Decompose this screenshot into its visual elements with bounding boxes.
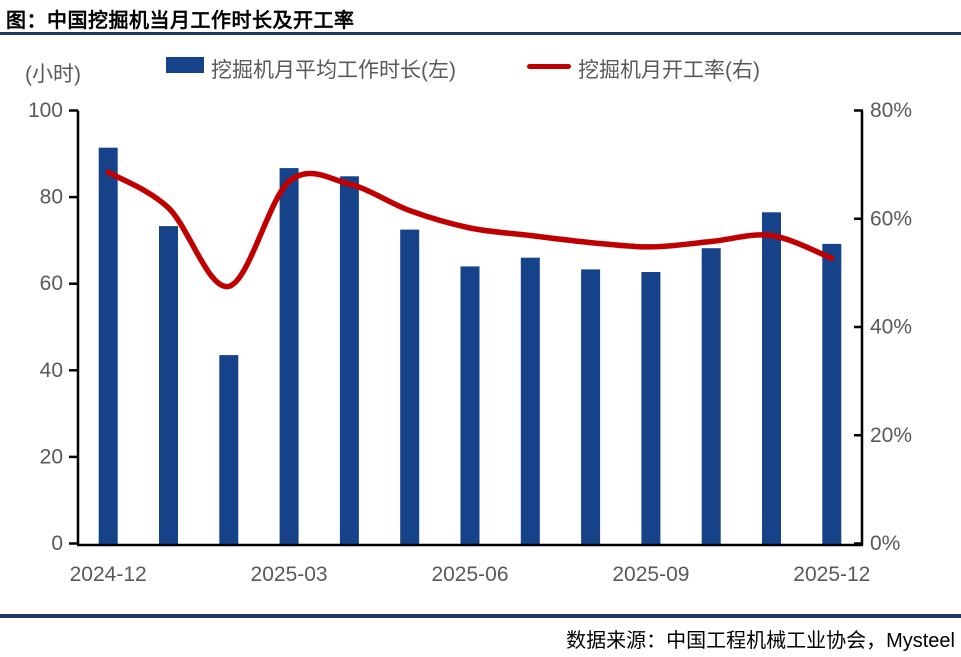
left-axis-tick-label: 60 [40, 272, 63, 295]
x-axis-tick-label: 2025-12 [793, 563, 870, 586]
x-axis-tick-label: 2025-06 [431, 563, 508, 586]
bar-2024-12 [98, 147, 118, 545]
legend-line-label: 挖掘机月开工率(右) [578, 59, 760, 82]
legend-bar-swatch-icon [166, 57, 204, 73]
page-title: 图：中国挖掘机当月工作时长及开工率 [6, 10, 355, 32]
right-axis-tick-label: 0% [870, 532, 900, 555]
bar-2025-02 [219, 355, 239, 545]
x-axis-tick-label: 2024-12 [70, 563, 147, 586]
title-divider [0, 32, 961, 35]
bar-2025-07 [520, 257, 540, 545]
data-source: 数据来源：中国工程机械工业协会，Mysteel [566, 630, 955, 652]
left-axis-tick-label: 0 [51, 532, 63, 555]
bar-2025-01 [159, 226, 178, 545]
right-axis-tick-label: 60% [870, 207, 912, 230]
utilization-rate-line [105, 169, 835, 290]
left-axis-tick-label: 100 [28, 99, 63, 122]
left-axis-tick-label: 40 [40, 359, 63, 382]
bar-2025-03 [279, 168, 299, 545]
right-axis-tick-label: 80% [870, 99, 912, 122]
right-axis-tick-label: 20% [870, 424, 912, 447]
left-axis-tick-label: 20 [40, 445, 63, 468]
right-axis-tick-label: 40% [870, 316, 912, 339]
bar-2025-04 [339, 176, 359, 545]
x-axis-tick-label: 2025-09 [612, 563, 689, 586]
bar-2025-06 [460, 266, 480, 545]
bar-2025-11 [762, 212, 781, 545]
bar-2025-09 [641, 272, 661, 545]
bar-2025-05 [400, 229, 420, 545]
left-axis-tick-label: 80 [40, 186, 63, 209]
bar-2025-10 [701, 248, 721, 545]
legend-line-swatch-icon [527, 64, 571, 69]
legend-bar-label: 挖掘机月平均工作时长(左) [211, 59, 456, 82]
footer-divider [0, 614, 961, 618]
x-axis-tick-label: 2025-03 [251, 563, 328, 586]
left-axis-unit-label: (小时) [25, 63, 81, 86]
bar-2025-12 [822, 243, 842, 545]
bar-2025-08 [581, 269, 601, 545]
